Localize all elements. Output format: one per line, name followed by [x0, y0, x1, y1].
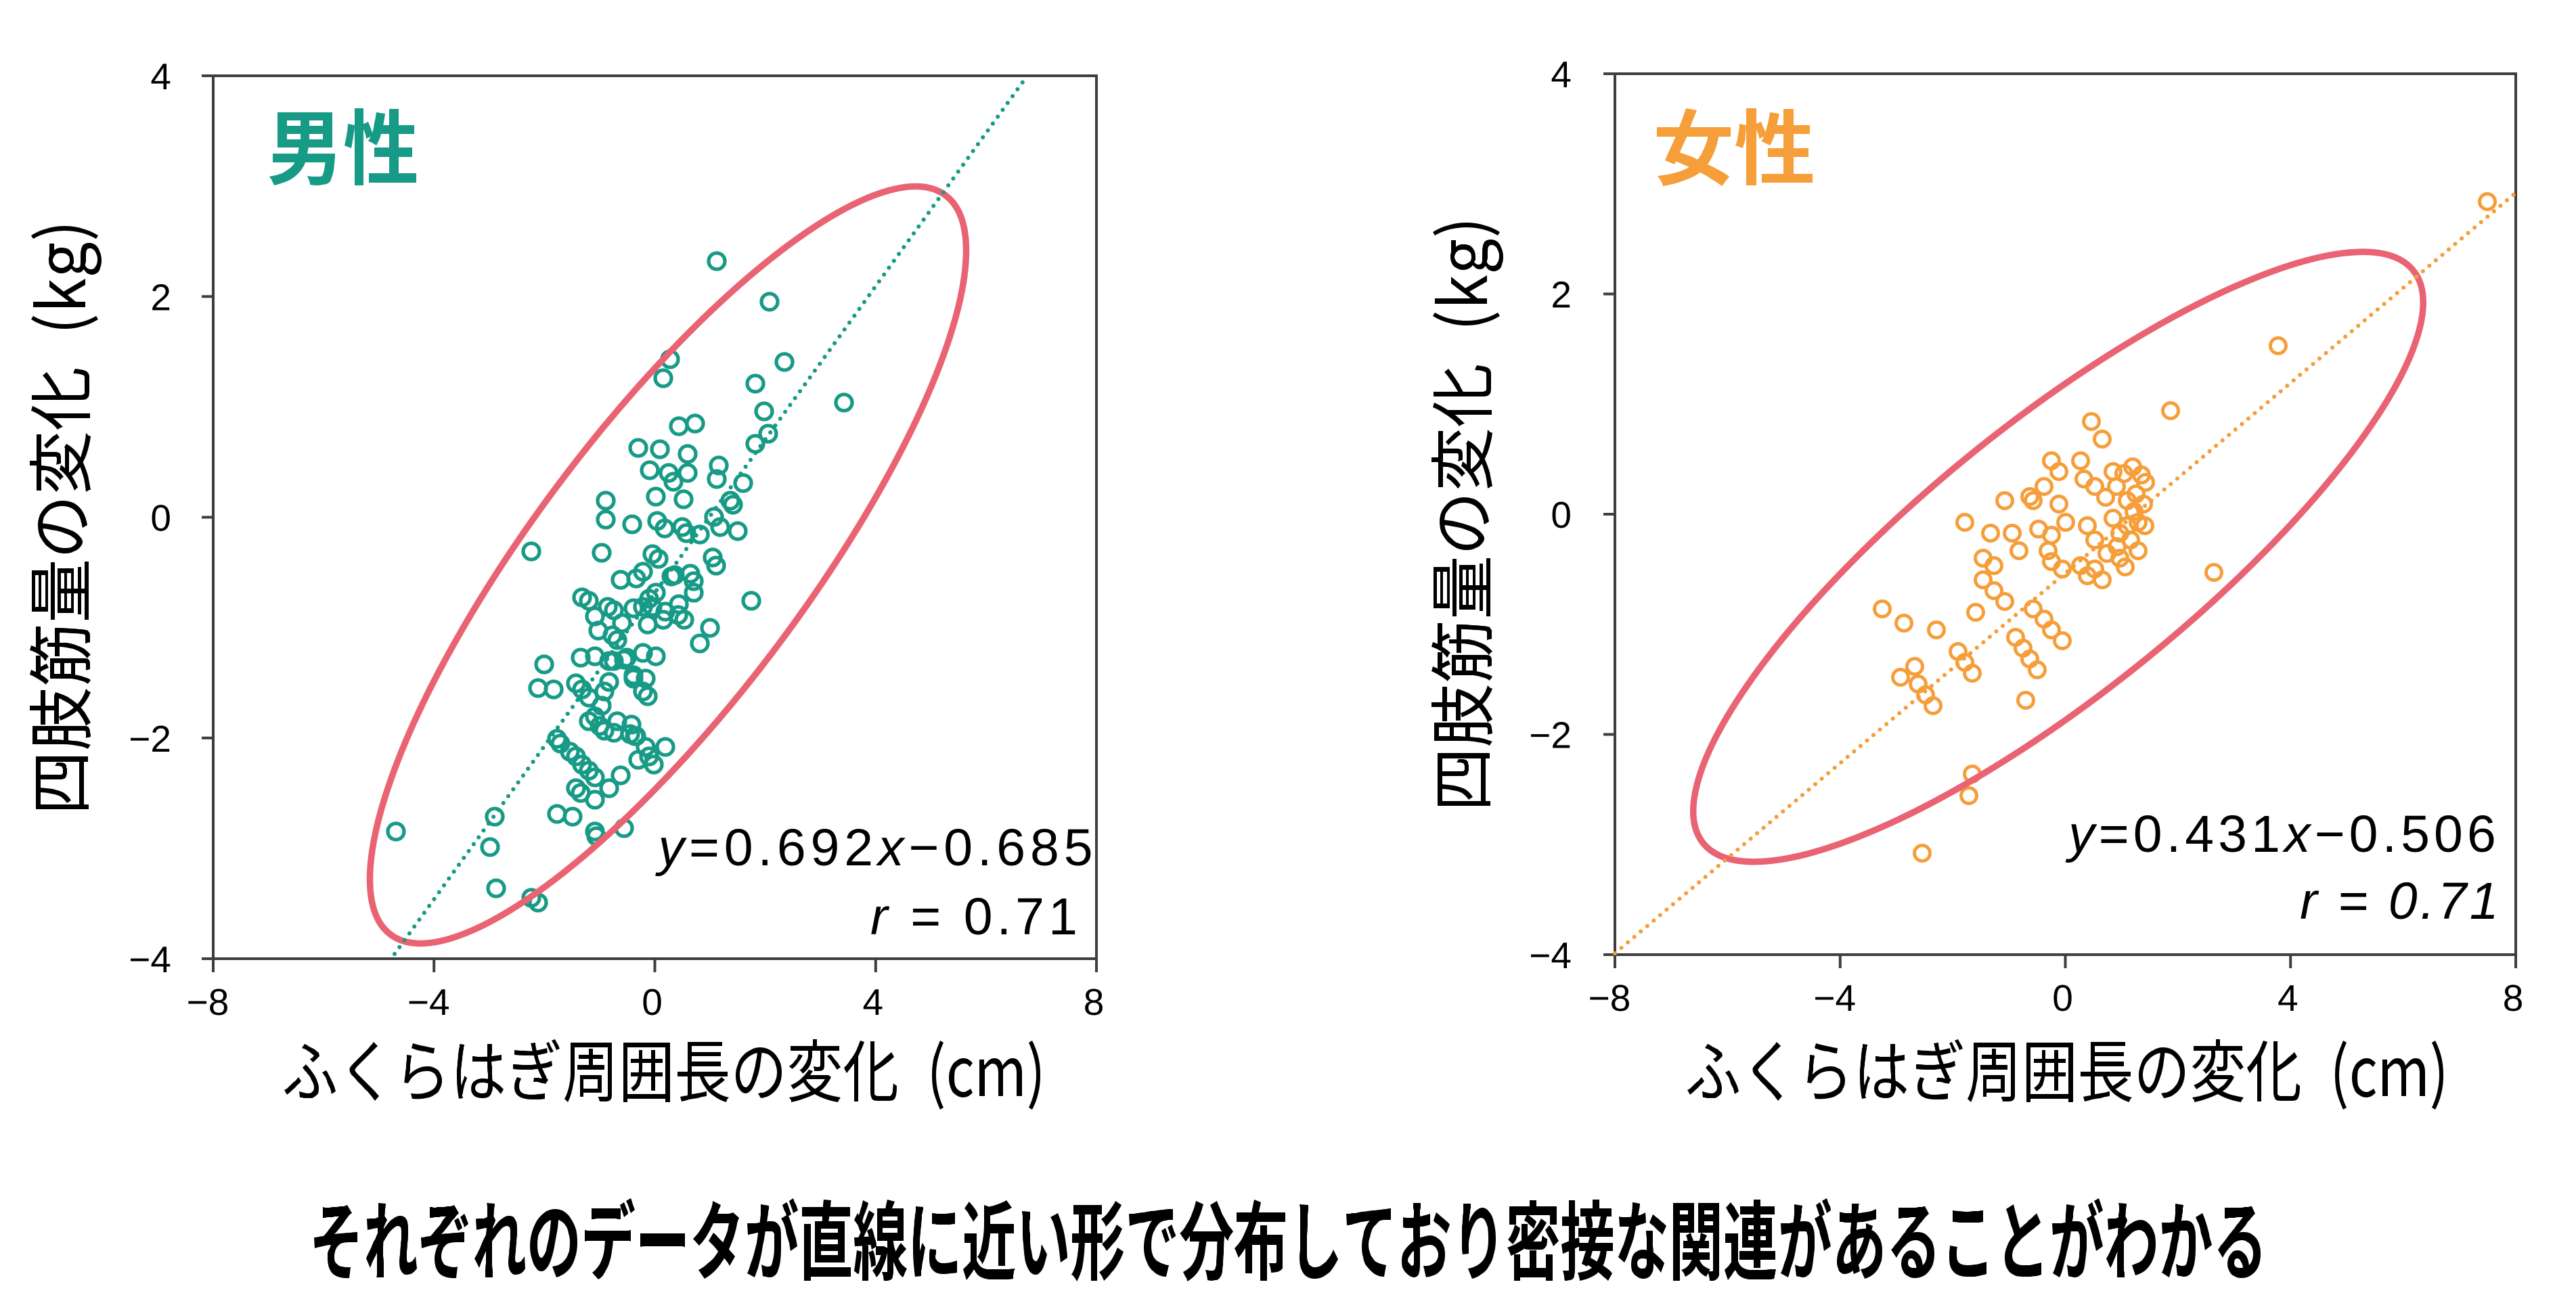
- svg-text:y=0.692x−0.685: y=0.692x−0.685: [655, 819, 1098, 877]
- svg-text:4: 4: [150, 55, 171, 97]
- svg-text:−4: −4: [1529, 934, 1572, 976]
- svg-text:4: 4: [1551, 53, 1572, 95]
- svg-text:0: 0: [150, 497, 171, 539]
- svg-text:8: 8: [2503, 977, 2524, 1019]
- svg-text:r = 0.71: r = 0.71: [2300, 872, 2502, 930]
- svg-text:−8: −8: [1589, 977, 1631, 1019]
- svg-text:−4: −4: [129, 938, 171, 980]
- svg-text:2: 2: [1551, 274, 1572, 316]
- svg-text:y=0.431x−0.506: y=0.431x−0.506: [2065, 805, 2500, 863]
- svg-text:2: 2: [150, 276, 171, 318]
- svg-text:0: 0: [642, 981, 663, 1023]
- svg-text:r = 0.71: r = 0.71: [870, 888, 1082, 946]
- svg-text:0: 0: [1551, 494, 1572, 536]
- svg-text:8: 8: [1084, 981, 1105, 1023]
- svg-text:−2: −2: [1529, 714, 1572, 756]
- svg-text:−2: −2: [129, 718, 171, 760]
- svg-text:4: 4: [862, 981, 883, 1023]
- svg-text:0: 0: [2052, 977, 2073, 1019]
- svg-text:4: 4: [2278, 977, 2299, 1019]
- svg-text:−8: −8: [187, 981, 229, 1023]
- svg-text:−4: −4: [1813, 977, 1856, 1019]
- svg-text:−4: −4: [407, 981, 450, 1023]
